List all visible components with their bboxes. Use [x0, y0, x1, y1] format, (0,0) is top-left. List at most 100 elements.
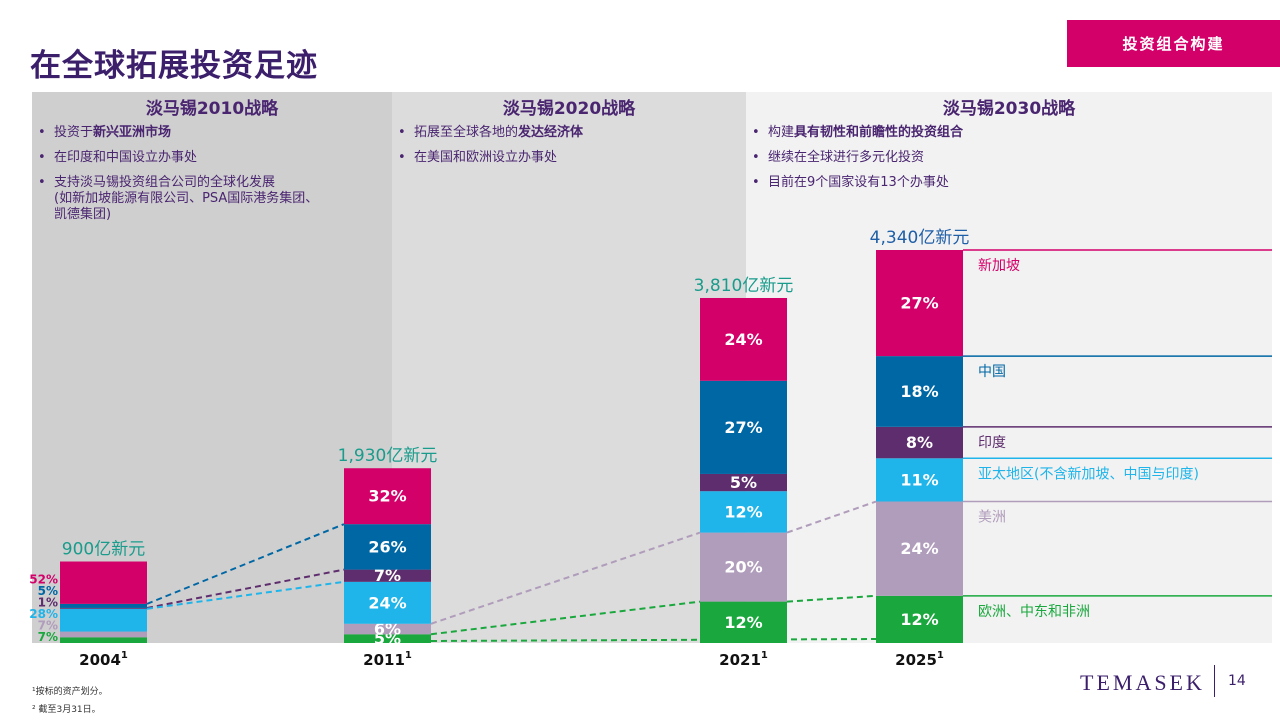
bar-segment: [344, 524, 431, 570]
bullet: 拓展至全球各地的发达经济体: [398, 125, 746, 141]
connector: [786, 500, 877, 534]
data-label: 7%: [38, 630, 58, 644]
total-label: 1,930亿新元: [338, 446, 438, 466]
connector: [146, 568, 345, 609]
category-note: 1: [405, 650, 412, 661]
strategy-panel: 淡马锡2010战略投资于新兴亚洲市场在印度和中国设立办事处支持淡马锡投资组合公司…: [32, 92, 392, 643]
category-note: 1: [937, 650, 944, 661]
data-label: 12%: [900, 610, 938, 629]
data-label: 12%: [724, 613, 762, 632]
legend-label: 美洲: [978, 510, 1006, 526]
data-label: 26%: [368, 537, 406, 556]
x-tick-label: 20111: [363, 650, 412, 669]
bullet-text: 发达经济体: [518, 125, 584, 140]
strategy-panel: 淡马锡2030战略构建具有韧性和前瞻性的投资组合继续在全球进行多元化投资目前在9…: [746, 92, 1272, 643]
bullet-line: 拓展至全球各地的发达经济体: [414, 125, 746, 141]
connector: [146, 580, 345, 610]
x-tick-label: 20211: [719, 650, 768, 669]
bar-segment: [60, 631, 147, 638]
category: 2011: [363, 651, 405, 669]
bar-segment: [700, 601, 787, 643]
bar-segment: [700, 491, 787, 533]
footnote: ¹按标的资产划分。: [32, 687, 108, 697]
legend-label: 印度: [978, 435, 1006, 451]
total-label: 900亿新元: [62, 540, 145, 560]
category-note: 1: [761, 650, 768, 661]
bullet-list: 构建具有韧性和前瞻性的投资组合继续在全球进行多元化投资目前在9个国家设有13个办…: [746, 125, 1272, 191]
bullet: 继续在全球进行多元化投资: [752, 150, 1272, 166]
bullet-line: 在印度和中国设立办事处: [54, 150, 392, 166]
data-label: 8%: [906, 433, 933, 452]
connector: [146, 523, 345, 605]
category: 2004: [79, 651, 121, 669]
bullet-line: (如新加坡能源有限公司、PSA国际港务集团、: [54, 191, 392, 207]
bullet-line: 目前在9个国家设有13个办事处: [768, 175, 1272, 191]
bar-segment: [344, 581, 431, 624]
data-label: 20%: [724, 558, 762, 577]
bullet-line: 支持淡马锡投资组合公司的全球化发展: [54, 175, 392, 191]
total-label: 4,340亿新元: [870, 228, 970, 248]
section-tag: 投资组合构建: [1067, 20, 1280, 67]
legend-label: 欧洲、中东和非洲: [978, 604, 1090, 620]
bar-segment: [876, 595, 963, 643]
data-label: 24%: [368, 593, 406, 612]
bullet: 构建具有韧性和前瞻性的投资组合: [752, 125, 1272, 141]
bullet-line: 继续在全球进行多元化投资: [768, 150, 1272, 166]
bar-segment: [700, 380, 787, 474]
bullet-text: 投资于: [54, 125, 94, 140]
bullet-line: 凯德集团): [54, 207, 392, 223]
bar-segment: [876, 250, 963, 357]
panel-title: 淡马锡2030战略: [942, 99, 1076, 119]
bullet-text: 凯德集团): [54, 207, 112, 222]
bar-segment: [876, 426, 963, 459]
bullet: 投资于新兴亚洲市场: [38, 125, 392, 141]
connector: [430, 531, 701, 625]
data-label: 11%: [900, 470, 938, 489]
bullet: 支持淡马锡投资组合公司的全球化发展(如新加坡能源有限公司、PSA国际港务集团、凯…: [38, 175, 392, 223]
bar-segment: [60, 608, 147, 632]
bullet-text: 在印度和中国设立办事处: [54, 150, 198, 165]
bullet-list: 投资于新兴亚洲市场在印度和中国设立办事处支持淡马锡投资组合公司的全球化发展(如新…: [32, 125, 392, 223]
bullet: 在美国和欧洲设立办事处: [398, 150, 746, 166]
bullet-text: 拓展至全球各地的: [414, 125, 519, 140]
bar-segment: [876, 356, 963, 427]
legend-label: 新加坡: [978, 258, 1020, 274]
category: 2021: [719, 651, 761, 669]
bullet-line: 投资于新兴亚洲市场: [54, 125, 392, 141]
data-label: 1%: [38, 596, 58, 610]
bullet: 在印度和中国设立办事处: [38, 150, 392, 166]
bar-segment: [876, 458, 963, 502]
data-label: 5%: [38, 584, 58, 598]
x-tick-label: 20251: [895, 650, 944, 669]
connector: [430, 638, 877, 642]
separator: [1214, 665, 1215, 697]
bar-segment: [344, 623, 431, 635]
category-note: 1: [121, 650, 128, 661]
data-label: 27%: [724, 418, 762, 437]
panel-title: 淡马锡2010战略: [145, 99, 279, 119]
bar-segment: [60, 603, 147, 608]
bar-segment: [60, 637, 147, 643]
data-label: 52%: [29, 573, 58, 587]
bar-segment: [60, 607, 147, 609]
data-label: 5%: [730, 473, 757, 492]
connector: [430, 600, 701, 636]
bar-segment: [876, 501, 963, 596]
bar-segment: [700, 297, 787, 381]
bullet-list: 拓展至全球各地的发达经济体在美国和欧洲设立办事处: [392, 125, 746, 166]
bar-segment: [60, 561, 147, 604]
logo: TEMASEK: [1080, 670, 1205, 695]
data-label: 24%: [724, 330, 762, 349]
data-label: 7%: [38, 619, 58, 633]
data-label: 24%: [900, 539, 938, 558]
connector: [786, 594, 877, 603]
category: 2025: [895, 651, 937, 669]
bullet-text: 继续在全球进行多元化投资: [768, 150, 925, 165]
legend-label: 亚太地区(不含新加坡、中国与印度): [978, 466, 1199, 482]
bar-segment: [344, 634, 431, 643]
page-number: 14: [1228, 673, 1246, 689]
data-label: 32%: [368, 487, 406, 506]
bar-segment: [344, 569, 431, 582]
